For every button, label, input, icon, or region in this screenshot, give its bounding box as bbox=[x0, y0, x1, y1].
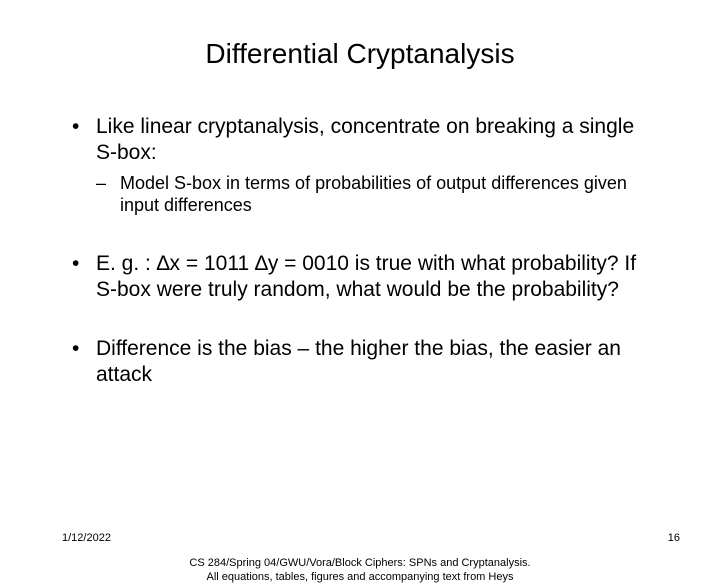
slide: Differential Cryptanalysis Like linear c… bbox=[0, 38, 720, 578]
slide-title: Differential Cryptanalysis bbox=[0, 38, 720, 70]
footer-center-line2: All equations, tables, figures and accom… bbox=[0, 570, 720, 584]
bullet-item: Like linear cryptanalysis, concentrate o… bbox=[72, 114, 660, 217]
footer-page-number: 16 bbox=[668, 532, 680, 544]
bullet-text: Like linear cryptanalysis, concentrate o… bbox=[96, 115, 634, 164]
bullet-item: Difference is the bias – the higher the … bbox=[72, 336, 660, 387]
bullet-text: Difference is the bias – the higher the … bbox=[96, 337, 621, 386]
bullet-item: E. g. : ∆x = 1011 ∆y = 0010 is true with… bbox=[72, 251, 660, 302]
footer-center-line1: CS 284/Spring 04/GWU/Vora/Block Ciphers:… bbox=[0, 556, 720, 570]
footer-date: 1/12/2022 bbox=[62, 532, 111, 544]
sub-bullet-item: Model S-box in terms of probabilities of… bbox=[96, 173, 660, 217]
footer-center: CS 284/Spring 04/GWU/Vora/Block Ciphers:… bbox=[0, 556, 720, 585]
bullet-text: E. g. : ∆x = 1011 ∆y = 0010 is true with… bbox=[96, 252, 636, 301]
sub-bullet-text: Model S-box in terms of probabilities of… bbox=[120, 173, 627, 215]
slide-content: Like linear cryptanalysis, concentrate o… bbox=[0, 114, 720, 388]
sub-bullet-list: Model S-box in terms of probabilities of… bbox=[96, 173, 660, 217]
bullet-list: Like linear cryptanalysis, concentrate o… bbox=[72, 114, 660, 388]
